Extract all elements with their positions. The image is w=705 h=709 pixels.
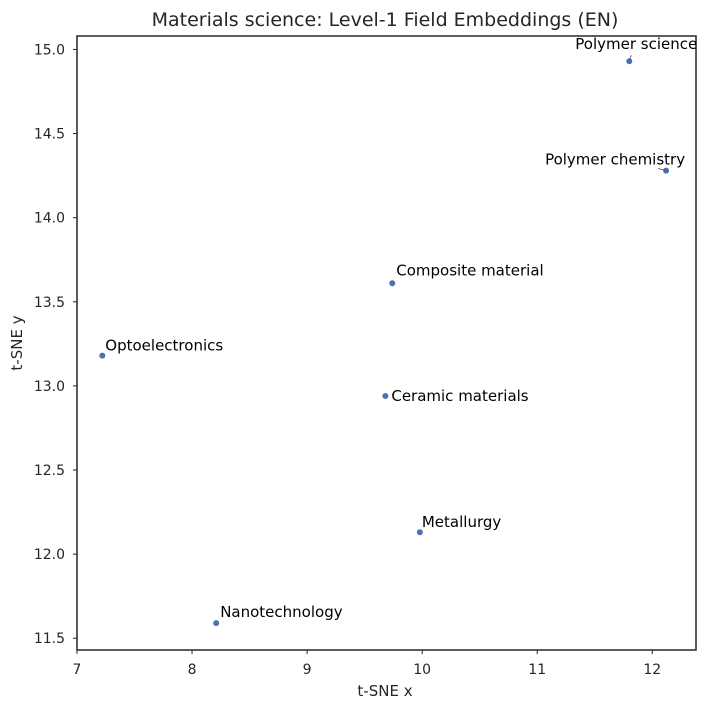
point-label: Composite material [396,261,543,279]
x-axis-label: t-SNE x [357,682,412,700]
point-label: Polymer chemistry [545,151,685,169]
x-tick-label: 8 [188,662,197,678]
point-label: Ceramic materials [391,387,528,405]
scatter-point [389,280,396,287]
y-tick-label: 12.5 [34,463,65,479]
y-tick-label: 12.0 [34,547,65,563]
scatter-point [99,352,106,359]
x-tick-label: 11 [528,662,546,678]
y-tick-label: 13.5 [34,295,65,311]
scatter-point [626,58,633,65]
y-axis-ticks: 11.5 12.0 12.5 13.0 13.5 14.0 14.5 15.0 [34,42,77,647]
data-points [99,58,670,627]
y-tick-label: 14.0 [34,211,65,227]
x-tick-label: 7 [73,662,82,678]
x-axis-ticks: 7 8 9 10 11 12 [73,650,661,678]
scatter-point [416,529,423,536]
y-tick-label: 14.5 [34,127,65,143]
x-tick-label: 10 [413,662,431,678]
label-leader-line [657,168,667,171]
y-axis-label: t-SNE y [8,315,26,370]
y-tick-label: 11.5 [34,631,65,647]
y-tick-label: 13.0 [34,379,65,395]
y-tick-label: 15.0 [34,42,65,58]
x-tick-label: 12 [643,662,661,678]
point-label: Nanotechnology [220,603,343,621]
point-label: Optoelectronics [105,337,223,355]
scatter-point [382,392,389,399]
point-label: Metallurgy [422,513,502,531]
scatter-point [213,620,220,627]
chart-title: Materials science: Level-1 Field Embeddi… [152,9,619,31]
x-tick-label: 9 [303,662,312,678]
point-labels: Polymer science Polymer chemistry Composit… [105,35,697,621]
point-label: Polymer science [575,35,697,53]
plot-frame [76,35,697,651]
label-leader-line [628,55,632,62]
